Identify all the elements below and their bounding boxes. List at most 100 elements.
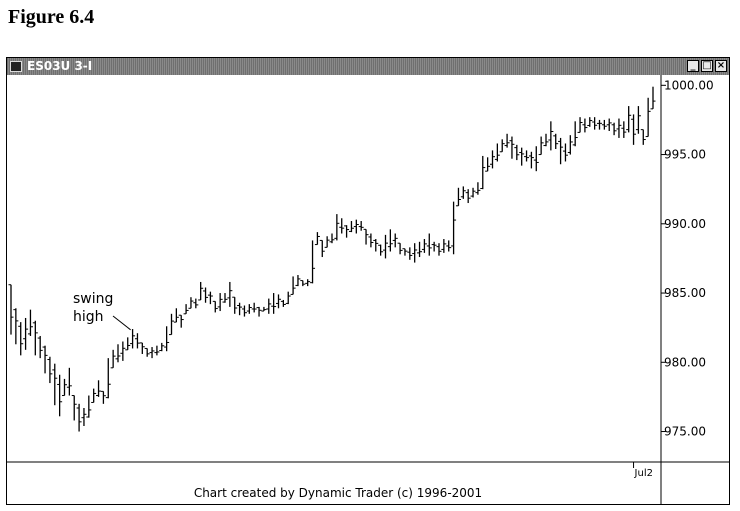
price-bar bbox=[543, 133, 549, 147]
price-bar bbox=[548, 121, 554, 151]
price-bar bbox=[402, 248, 408, 256]
price-bar bbox=[222, 293, 228, 303]
price-bar bbox=[344, 225, 350, 238]
price-bar bbox=[504, 133, 510, 148]
y-tick-label: 980.00 bbox=[664, 355, 706, 369]
minimize-button[interactable]: _ bbox=[687, 60, 699, 72]
price-bar bbox=[490, 150, 495, 169]
x-tick-label: Jul2 bbox=[634, 468, 653, 479]
window-title: ES03U 3-I bbox=[27, 59, 93, 73]
close-button[interactable]: × bbox=[715, 60, 727, 72]
price-bar bbox=[300, 280, 306, 287]
price-bar bbox=[475, 182, 481, 195]
y-tick-label: 995.00 bbox=[664, 148, 706, 162]
price-bar bbox=[130, 329, 136, 349]
price-bar bbox=[227, 281, 233, 307]
price-bar bbox=[96, 380, 102, 397]
price-bar bbox=[446, 240, 452, 252]
price-bar bbox=[587, 117, 593, 127]
price-bar bbox=[417, 241, 423, 258]
price-bar bbox=[314, 232, 320, 246]
price-bar bbox=[363, 228, 369, 245]
price-bar bbox=[626, 106, 632, 133]
price-bar bbox=[373, 239, 379, 252]
price-bar bbox=[592, 117, 598, 130]
price-bar bbox=[246, 304, 252, 314]
price-bar bbox=[567, 135, 573, 155]
price-bar bbox=[635, 106, 641, 134]
price-bar bbox=[169, 313, 174, 336]
price-bar bbox=[178, 314, 184, 328]
price-bar bbox=[47, 356, 53, 384]
price-bar bbox=[120, 341, 126, 361]
price-bar bbox=[460, 186, 466, 199]
annotation-line-2: high bbox=[73, 309, 104, 325]
chart-app-icon bbox=[10, 61, 22, 72]
price-bar bbox=[645, 97, 651, 138]
price-bar bbox=[271, 293, 277, 314]
price-bar bbox=[383, 234, 388, 259]
price-bar bbox=[193, 298, 199, 309]
price-bar bbox=[207, 291, 213, 305]
price-bar bbox=[334, 214, 340, 241]
price-bar bbox=[324, 236, 330, 248]
price-bar bbox=[621, 121, 627, 138]
price-bar bbox=[62, 378, 67, 397]
price-bar bbox=[616, 118, 622, 138]
price-bar bbox=[139, 342, 145, 354]
price-bar bbox=[577, 117, 583, 133]
price-bar bbox=[397, 242, 403, 255]
annotation-line-1: swing bbox=[73, 291, 113, 307]
price-bar bbox=[149, 347, 155, 359]
price-bar bbox=[528, 151, 534, 169]
price-bar bbox=[582, 118, 588, 133]
price-bar bbox=[295, 275, 301, 287]
price-bar bbox=[480, 155, 486, 190]
price-bar bbox=[494, 143, 500, 162]
price-bar bbox=[91, 388, 97, 403]
y-tick-label: 1000.00 bbox=[664, 78, 714, 92]
price-bar bbox=[392, 233, 398, 248]
chart-window: ES03U 3-I _ □ × 975.00 980.00 985.00 990.00… bbox=[6, 57, 730, 505]
price-bar bbox=[212, 300, 218, 313]
price-bar bbox=[606, 118, 612, 132]
price-bar bbox=[611, 122, 617, 136]
price-bar bbox=[27, 309, 33, 336]
price-bar bbox=[524, 150, 530, 162]
window-titlebar[interactable]: ES03U 3-I _ □ × bbox=[7, 58, 729, 75]
price-bar bbox=[266, 298, 272, 314]
price-bar bbox=[32, 320, 38, 356]
price-bar bbox=[173, 308, 179, 323]
figure-title: Figure 6.4 bbox=[8, 6, 95, 28]
price-bar bbox=[134, 333, 140, 349]
price-bar bbox=[412, 243, 418, 263]
price-bar bbox=[509, 136, 515, 159]
price-chart[interactable]: 975.00 980.00 985.00 990.00 995.00 1000.00 Jul… bbox=[7, 75, 729, 504]
price-bar bbox=[115, 344, 121, 363]
price-bar bbox=[431, 241, 437, 252]
price-bar bbox=[329, 233, 335, 244]
price-bar bbox=[188, 297, 194, 309]
maximize-button[interactable]: □ bbox=[701, 60, 713, 72]
price-bar bbox=[514, 144, 520, 161]
price-bar bbox=[52, 363, 58, 406]
price-bar bbox=[533, 146, 539, 172]
price-bar bbox=[640, 129, 646, 145]
price-bar bbox=[553, 133, 559, 150]
price-bar bbox=[86, 395, 92, 418]
price-bar bbox=[183, 304, 189, 315]
annotation-pointer bbox=[112, 315, 131, 331]
price-bar bbox=[572, 121, 578, 147]
price-bar bbox=[562, 143, 568, 162]
price-bar bbox=[100, 390, 106, 404]
price-bar bbox=[217, 293, 223, 312]
price-bar bbox=[23, 317, 29, 350]
price-bar bbox=[470, 187, 476, 198]
price-bar bbox=[290, 276, 296, 295]
price-bar bbox=[276, 294, 281, 309]
price-bar bbox=[310, 240, 316, 284]
price-bar bbox=[232, 296, 238, 314]
price-bar bbox=[421, 239, 427, 253]
price-bar bbox=[18, 322, 24, 356]
y-tick-label: 985.00 bbox=[664, 286, 706, 300]
